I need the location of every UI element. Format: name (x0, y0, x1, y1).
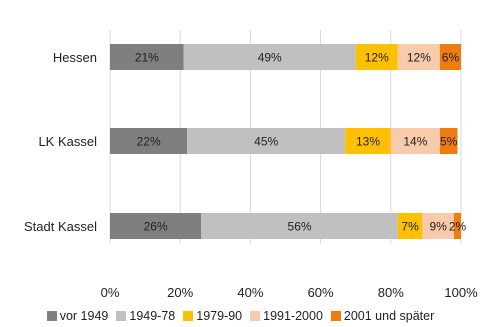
bar-segment (110, 44, 184, 70)
bars: 21% 49% 12% 12% 6% 22% 45% 13% 14% 5% 26% 56% 7% 9% 2% (110, 44, 466, 239)
bar-segment (453, 213, 461, 239)
data-label: 9% (430, 220, 448, 234)
bar-segment (422, 213, 454, 239)
bar-segment (397, 44, 440, 70)
data-label: 12% (365, 51, 389, 65)
x-tick-label: 0% (101, 285, 120, 300)
data-label: 21% (135, 51, 159, 65)
legend-item: 2001 und später (330, 309, 435, 323)
x-axis-ticks: 0% 20% 40% 60% 80% 100% (101, 285, 478, 300)
bar-segment (110, 213, 202, 239)
legend-label: 1949-78 (129, 309, 176, 323)
legend: vor 1949 1949-78 1979-90 1991-2000 2001 und … (0, 305, 481, 327)
bar-segment (110, 128, 188, 154)
data-label: 13% (356, 135, 380, 149)
bar-segment (355, 44, 398, 70)
legend-label: 1991-2000 (263, 309, 323, 323)
data-label: 26% (144, 220, 168, 234)
x-tick-label: 60% (308, 285, 334, 300)
data-label: 12% (407, 51, 431, 65)
bar-segment (390, 128, 440, 154)
data-label: 22% (137, 135, 161, 149)
data-label: 14% (403, 135, 427, 149)
legend-swatch (116, 311, 127, 321)
legend-label: 2001 und später (343, 309, 435, 323)
category-label: LK Kassel (38, 134, 97, 149)
legend-label: 1979-90 (196, 309, 243, 323)
data-label: 7% (401, 220, 419, 234)
legend-swatch (183, 311, 194, 321)
bar-segment (183, 44, 356, 70)
data-label: 5% (440, 135, 458, 149)
category-labels: Hessen LK Kassel Stadt Kassel (24, 50, 97, 234)
x-tick-label: 100% (444, 285, 478, 300)
legend-item: 1991-2000 (250, 309, 323, 323)
data-label: 45% (254, 135, 278, 149)
data-label: 6% (442, 51, 460, 65)
bar-segment (187, 128, 346, 154)
category-label: Hessen (53, 50, 97, 65)
bar-segment (201, 213, 398, 239)
bar-segment (397, 213, 423, 239)
legend-label: vor 1949 (59, 309, 109, 323)
legend-item: 1979-90 (183, 309, 242, 323)
data-label: 56% (288, 220, 312, 234)
x-tick-label: 40% (237, 285, 263, 300)
bar-segment (345, 128, 391, 154)
x-tick-label: 20% (167, 285, 193, 300)
legend-swatch (250, 311, 261, 321)
legend-swatch (330, 311, 341, 321)
data-label: 49% (258, 51, 282, 65)
bar-segment (439, 128, 458, 154)
legend-item: vor 1949 (46, 309, 109, 323)
bar-segment (439, 44, 461, 70)
legend-item: 1949-78 (116, 309, 175, 323)
legend-swatch (46, 311, 57, 321)
category-label: Stadt Kassel (24, 219, 97, 234)
data-label: 2% (449, 220, 467, 234)
x-tick-label: 80% (378, 285, 404, 300)
